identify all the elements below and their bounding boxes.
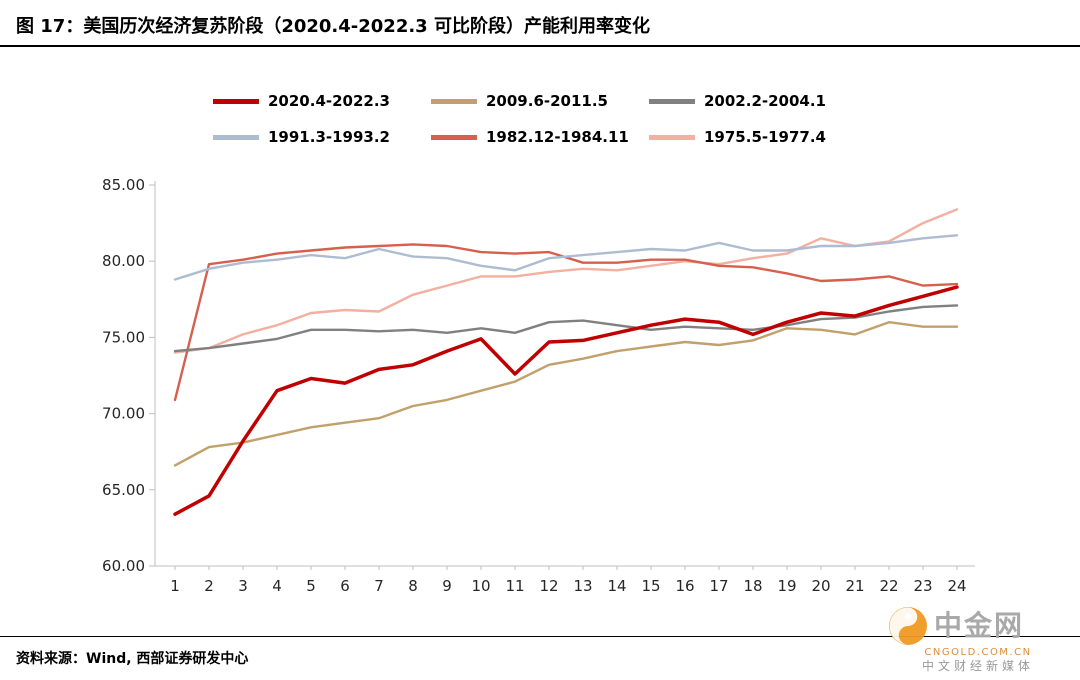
legend-label: 2002.2-2004.1	[704, 92, 826, 110]
series-line-2009.6-2011.5	[173, 321, 959, 467]
legend-item-2020.4-2022.3: 2020.4-2022.3	[213, 92, 431, 110]
watermark-tagline: 中文财经新媒体	[921, 659, 1034, 674]
x-tick-label: 14	[607, 577, 626, 595]
legend-item-1991.3-1993.2: 1991.3-1993.2	[213, 128, 431, 146]
legend: 2020.4-2022.3 2009.6-2011.5 2002.2-2004.1 1…	[213, 92, 867, 164]
watermark-brand: 中金网	[934, 608, 1025, 642]
footer-divider	[0, 636, 1080, 637]
figure-title: 图 17：美国历次经济复苏阶段（2020.4-2022.3 可比阶段）产能利用率…	[16, 16, 650, 37]
legend-row: 2020.4-2022.3 2009.6-2011.5 2002.2-2004.1	[213, 92, 867, 110]
watermark-domain: CNGOLD.COM.CN	[924, 646, 1032, 658]
legend-item-2002.2-2004.1: 2002.2-2004.1	[649, 92, 867, 110]
x-tick-label: 13	[573, 577, 592, 595]
x-tick-label: 1	[170, 577, 180, 595]
legend-label: 2009.6-2011.5	[486, 92, 608, 110]
watermark: 中金网 CNGOLD.COM.CN 中文财经新媒体	[888, 606, 1068, 674]
legend-item-1982.12-1984.11: 1982.12-1984.11	[431, 128, 649, 146]
watermark-top: 中金网	[888, 606, 1068, 646]
x-tick-label: 6	[340, 577, 350, 595]
x-tick-label: 9	[442, 577, 452, 595]
y-tick-label: 65.00	[102, 481, 145, 499]
x-tick-label: 16	[675, 577, 694, 595]
legend-swatch	[431, 134, 477, 140]
x-tick-label: 4	[272, 577, 282, 595]
x-tick-label: 15	[641, 577, 660, 595]
series-line-2002.2-2004.1	[173, 304, 959, 353]
series-line-1991.3-1993.2	[173, 234, 959, 281]
legend-label: 1982.12-1984.11	[486, 128, 629, 146]
series-line-2020.4-2022.3	[173, 285, 959, 516]
legend-swatch	[649, 134, 695, 140]
x-tick-label: 22	[879, 577, 898, 595]
x-tick-label: 12	[539, 577, 558, 595]
y-tick-label: 60.00	[102, 557, 145, 575]
legend-label: 2020.4-2022.3	[268, 92, 390, 110]
legend-swatch	[649, 98, 695, 104]
x-tick-label: 23	[913, 577, 932, 595]
legend-swatch	[213, 134, 259, 140]
legend-label: 1975.5-1977.4	[704, 128, 826, 146]
legend-swatch	[431, 98, 477, 104]
x-tick-label: 24	[947, 577, 966, 595]
x-tick-label: 2	[204, 577, 214, 595]
y-tick-label: 85.00	[102, 176, 145, 194]
legend-row: 1991.3-1993.2 1982.12-1984.11 1975.5-1977.…	[213, 128, 867, 146]
x-tick-label: 19	[777, 577, 796, 595]
y-tick-label: 80.00	[102, 252, 145, 270]
x-tick-label: 3	[238, 577, 248, 595]
x-tick-label: 11	[505, 577, 524, 595]
y-tick-label: 70.00	[102, 405, 145, 423]
legend-item-1975.5-1977.4: 1975.5-1977.4	[649, 128, 867, 146]
x-tick-label: 17	[709, 577, 728, 595]
x-tick-label: 8	[408, 577, 418, 595]
source-note: 资料来源：Wind, 西部证券研发中心	[16, 651, 249, 667]
y-tick-label: 75.00	[102, 328, 145, 346]
x-tick-label: 5	[306, 577, 316, 595]
x-tick-label: 18	[743, 577, 762, 595]
x-tick-label: 7	[374, 577, 384, 595]
x-tick-label: 20	[811, 577, 830, 595]
legend-item-2009.6-2011.5: 2009.6-2011.5	[431, 92, 649, 110]
title-divider	[0, 45, 1080, 47]
legend-swatch	[213, 98, 259, 104]
x-tick-label: 21	[845, 577, 864, 595]
cngold-logo-icon	[889, 606, 927, 645]
series-line-1975.5-1977.4	[173, 208, 959, 354]
legend-label: 1991.3-1993.2	[268, 128, 390, 146]
x-tick-label: 10	[471, 577, 490, 595]
